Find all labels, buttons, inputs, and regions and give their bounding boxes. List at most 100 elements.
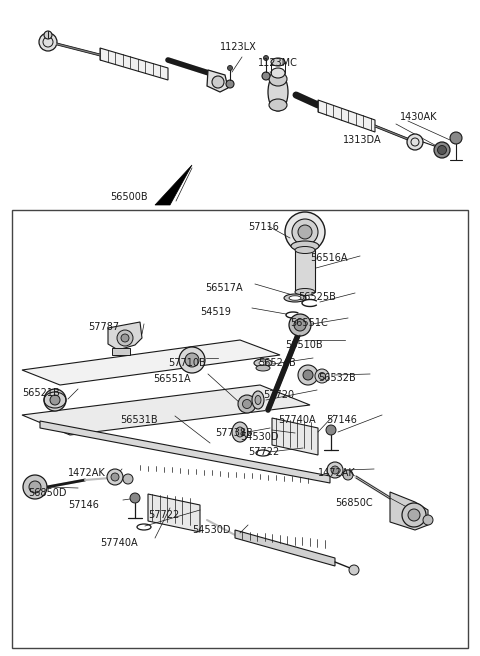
Polygon shape	[207, 70, 228, 92]
Polygon shape	[40, 421, 330, 483]
Text: 57722: 57722	[148, 510, 179, 520]
Text: 57740A: 57740A	[100, 538, 138, 548]
Circle shape	[121, 334, 129, 342]
Circle shape	[407, 134, 423, 150]
Text: 57720: 57720	[263, 390, 294, 400]
Circle shape	[303, 370, 313, 380]
Bar	[112, 348, 130, 355]
Circle shape	[315, 369, 329, 383]
Polygon shape	[318, 100, 375, 132]
Polygon shape	[148, 494, 200, 532]
Text: 56551C: 56551C	[290, 318, 328, 328]
Circle shape	[212, 76, 224, 88]
Text: 56525B: 56525B	[298, 292, 336, 302]
Circle shape	[185, 353, 199, 367]
Circle shape	[264, 56, 268, 60]
Bar	[295, 250, 315, 292]
Text: 56531B: 56531B	[120, 415, 157, 425]
Text: 56517A: 56517A	[205, 283, 242, 293]
Ellipse shape	[269, 99, 287, 111]
Ellipse shape	[259, 361, 267, 365]
Ellipse shape	[271, 58, 285, 66]
Circle shape	[327, 462, 343, 478]
Text: 56850D: 56850D	[28, 488, 67, 498]
Ellipse shape	[271, 68, 285, 78]
Circle shape	[319, 373, 325, 380]
Circle shape	[450, 132, 462, 144]
Circle shape	[117, 330, 133, 346]
Text: 56521B: 56521B	[22, 388, 60, 398]
Ellipse shape	[252, 391, 264, 409]
Text: 56516A: 56516A	[310, 253, 348, 263]
Ellipse shape	[232, 422, 248, 442]
Circle shape	[39, 33, 57, 51]
Text: 1430AK: 1430AK	[400, 112, 437, 122]
Ellipse shape	[256, 365, 270, 371]
Text: 1313DA: 1313DA	[343, 135, 382, 145]
Polygon shape	[22, 385, 310, 435]
Circle shape	[107, 469, 123, 485]
Text: 54519: 54519	[200, 307, 231, 317]
Circle shape	[238, 395, 256, 413]
Ellipse shape	[236, 427, 244, 437]
Circle shape	[262, 72, 270, 80]
Text: 57116: 57116	[248, 222, 279, 232]
Circle shape	[437, 146, 446, 155]
Circle shape	[226, 80, 234, 88]
Text: 56532B: 56532B	[318, 373, 356, 383]
Text: 57740A: 57740A	[278, 415, 316, 425]
Circle shape	[298, 365, 318, 385]
Text: 1472AK: 1472AK	[68, 468, 106, 478]
Circle shape	[402, 503, 426, 527]
Ellipse shape	[269, 72, 287, 86]
Polygon shape	[22, 340, 280, 385]
Text: 57146: 57146	[68, 500, 99, 510]
Polygon shape	[390, 492, 428, 530]
Polygon shape	[272, 418, 318, 455]
Text: 56510B: 56510B	[285, 340, 323, 350]
Circle shape	[292, 219, 318, 245]
Text: 57738B: 57738B	[215, 428, 253, 438]
Text: 56500B: 56500B	[110, 192, 148, 202]
Ellipse shape	[295, 247, 315, 253]
Text: 56551A: 56551A	[153, 374, 191, 384]
Circle shape	[111, 473, 119, 481]
Text: 54530D: 54530D	[240, 432, 278, 442]
Ellipse shape	[284, 294, 306, 302]
Ellipse shape	[291, 241, 319, 251]
Text: 1123MC: 1123MC	[258, 58, 298, 68]
Circle shape	[423, 515, 433, 525]
Polygon shape	[108, 322, 142, 350]
Text: 1472AK: 1472AK	[318, 468, 356, 478]
Text: 1123LX: 1123LX	[220, 42, 257, 52]
Text: 56524B: 56524B	[258, 358, 296, 368]
Circle shape	[44, 31, 52, 39]
Text: 54530D: 54530D	[192, 525, 230, 535]
Circle shape	[29, 481, 41, 493]
Circle shape	[408, 509, 420, 521]
Polygon shape	[100, 48, 168, 80]
Text: 57146: 57146	[326, 415, 357, 425]
Text: 56850C: 56850C	[335, 498, 372, 508]
Circle shape	[50, 395, 60, 405]
Ellipse shape	[254, 359, 272, 367]
Circle shape	[298, 225, 312, 239]
Circle shape	[228, 66, 232, 70]
Circle shape	[23, 475, 47, 499]
Circle shape	[242, 400, 252, 409]
Circle shape	[349, 565, 359, 575]
Circle shape	[434, 142, 450, 158]
Ellipse shape	[268, 73, 288, 111]
Ellipse shape	[289, 296, 301, 300]
Ellipse shape	[255, 396, 261, 405]
Circle shape	[123, 474, 133, 484]
Circle shape	[130, 493, 140, 503]
Circle shape	[326, 425, 336, 435]
Circle shape	[179, 347, 205, 373]
Ellipse shape	[295, 289, 315, 295]
Circle shape	[343, 470, 353, 480]
Circle shape	[285, 212, 325, 252]
Circle shape	[289, 314, 311, 336]
Polygon shape	[155, 165, 192, 205]
Circle shape	[44, 389, 66, 411]
